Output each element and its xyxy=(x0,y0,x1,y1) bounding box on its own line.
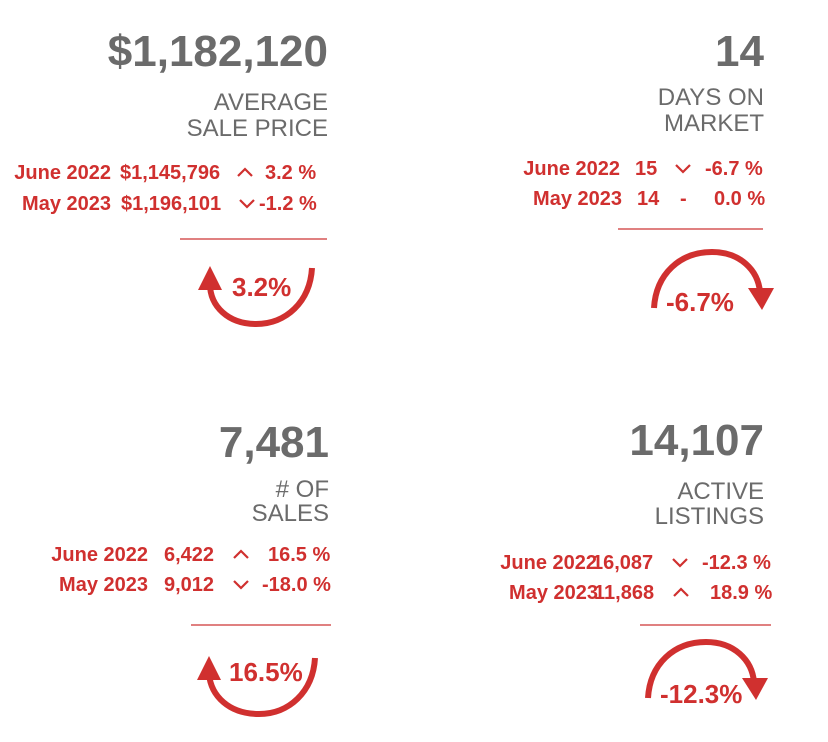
trend-down-arrow-icon xyxy=(645,638,768,700)
row-value: $1,145,796 xyxy=(120,162,221,184)
comparison-row: June 2022 $1,145,796 3.2 % xyxy=(0,161,330,185)
row-change: 0.0 % xyxy=(714,188,766,210)
row-change: 18.9 % xyxy=(710,582,773,604)
metric-value: 14,107 xyxy=(629,416,764,465)
divider xyxy=(618,228,763,230)
row-period: May 2023 xyxy=(59,574,148,596)
metric-label-line1: AVERAGE xyxy=(213,89,328,116)
chevron-down-icon xyxy=(233,580,249,590)
row-change: -12.3 % xyxy=(702,552,771,574)
comparison-row: May 2023 11,868 18.9 % xyxy=(420,581,800,605)
comparison-row: June 2022 6,422 16.5 % xyxy=(0,543,340,567)
divider xyxy=(191,624,331,626)
row-value: 16,087 xyxy=(592,552,654,574)
metric-value: 14 xyxy=(715,27,764,76)
yoy-change: -6.7% xyxy=(666,287,734,317)
comparison-row: June 2022 16,087 -12.3 % xyxy=(420,551,800,575)
trend-up-arrow-icon xyxy=(198,266,315,328)
trend-down-arrow-icon xyxy=(651,248,774,310)
flat-indicator: - xyxy=(680,188,687,210)
row-change: -1.2 % xyxy=(259,193,317,215)
row-change: -6.7 % xyxy=(705,158,763,180)
chevron-up-icon xyxy=(233,549,249,559)
metric-label-line1: DAYS ON xyxy=(657,84,764,111)
chevron-down-icon xyxy=(672,558,688,568)
row-value: 6,422 xyxy=(164,544,215,566)
row-period: June 2022 xyxy=(523,158,620,180)
divider xyxy=(640,624,771,626)
chevron-up-icon xyxy=(673,587,689,597)
row-value: 11,868 xyxy=(594,582,655,604)
yoy-change: 3.2% xyxy=(232,272,292,302)
row-period: May 2023 xyxy=(509,582,598,604)
comparison-row: June 2022 15 -6.7 % xyxy=(420,157,780,181)
metric-label-line2: SALES xyxy=(251,500,329,527)
comparison-row: May 2023 $1,196,101 -1.2 % xyxy=(0,192,330,216)
metric-label-line1: # OF xyxy=(275,476,329,503)
chevron-down-icon xyxy=(239,199,255,209)
metric-label-line2: LISTINGS xyxy=(654,503,764,530)
row-value: 9,012 xyxy=(164,574,215,596)
metric-label-line2: MARKET xyxy=(663,110,764,137)
trend-up-arrow-icon xyxy=(197,656,318,718)
row-value: $1,196,101 xyxy=(121,193,222,215)
yoy-change: 16.5% xyxy=(229,657,303,687)
row-period: May 2023 xyxy=(22,193,111,215)
chevron-down-icon xyxy=(675,164,691,174)
chevron-up-icon xyxy=(237,167,253,177)
row-change: 16.5 % xyxy=(268,544,331,566)
metric-label-line2: SALE PRICE xyxy=(186,115,328,142)
row-period: June 2022 xyxy=(14,162,111,184)
metric-label-line1: ACTIVE xyxy=(677,478,764,505)
metric-value: $1,182,120 xyxy=(107,27,328,76)
yoy-change: -12.3% xyxy=(660,679,743,709)
comparison-row: May 2023 14 - 0.0 % xyxy=(420,187,780,211)
row-value: 14 xyxy=(637,188,660,210)
comparison-row: May 2023 9,012 -18.0 % xyxy=(0,573,340,597)
row-period: June 2022 xyxy=(51,544,148,566)
metric-value: 7,481 xyxy=(218,418,329,467)
divider xyxy=(180,238,327,240)
row-change: 3.2 % xyxy=(265,162,317,184)
row-period: June 2022 xyxy=(500,552,597,574)
row-change: -18.0 % xyxy=(262,574,331,596)
row-period: May 2023 xyxy=(533,188,622,210)
row-value: 15 xyxy=(635,158,658,180)
